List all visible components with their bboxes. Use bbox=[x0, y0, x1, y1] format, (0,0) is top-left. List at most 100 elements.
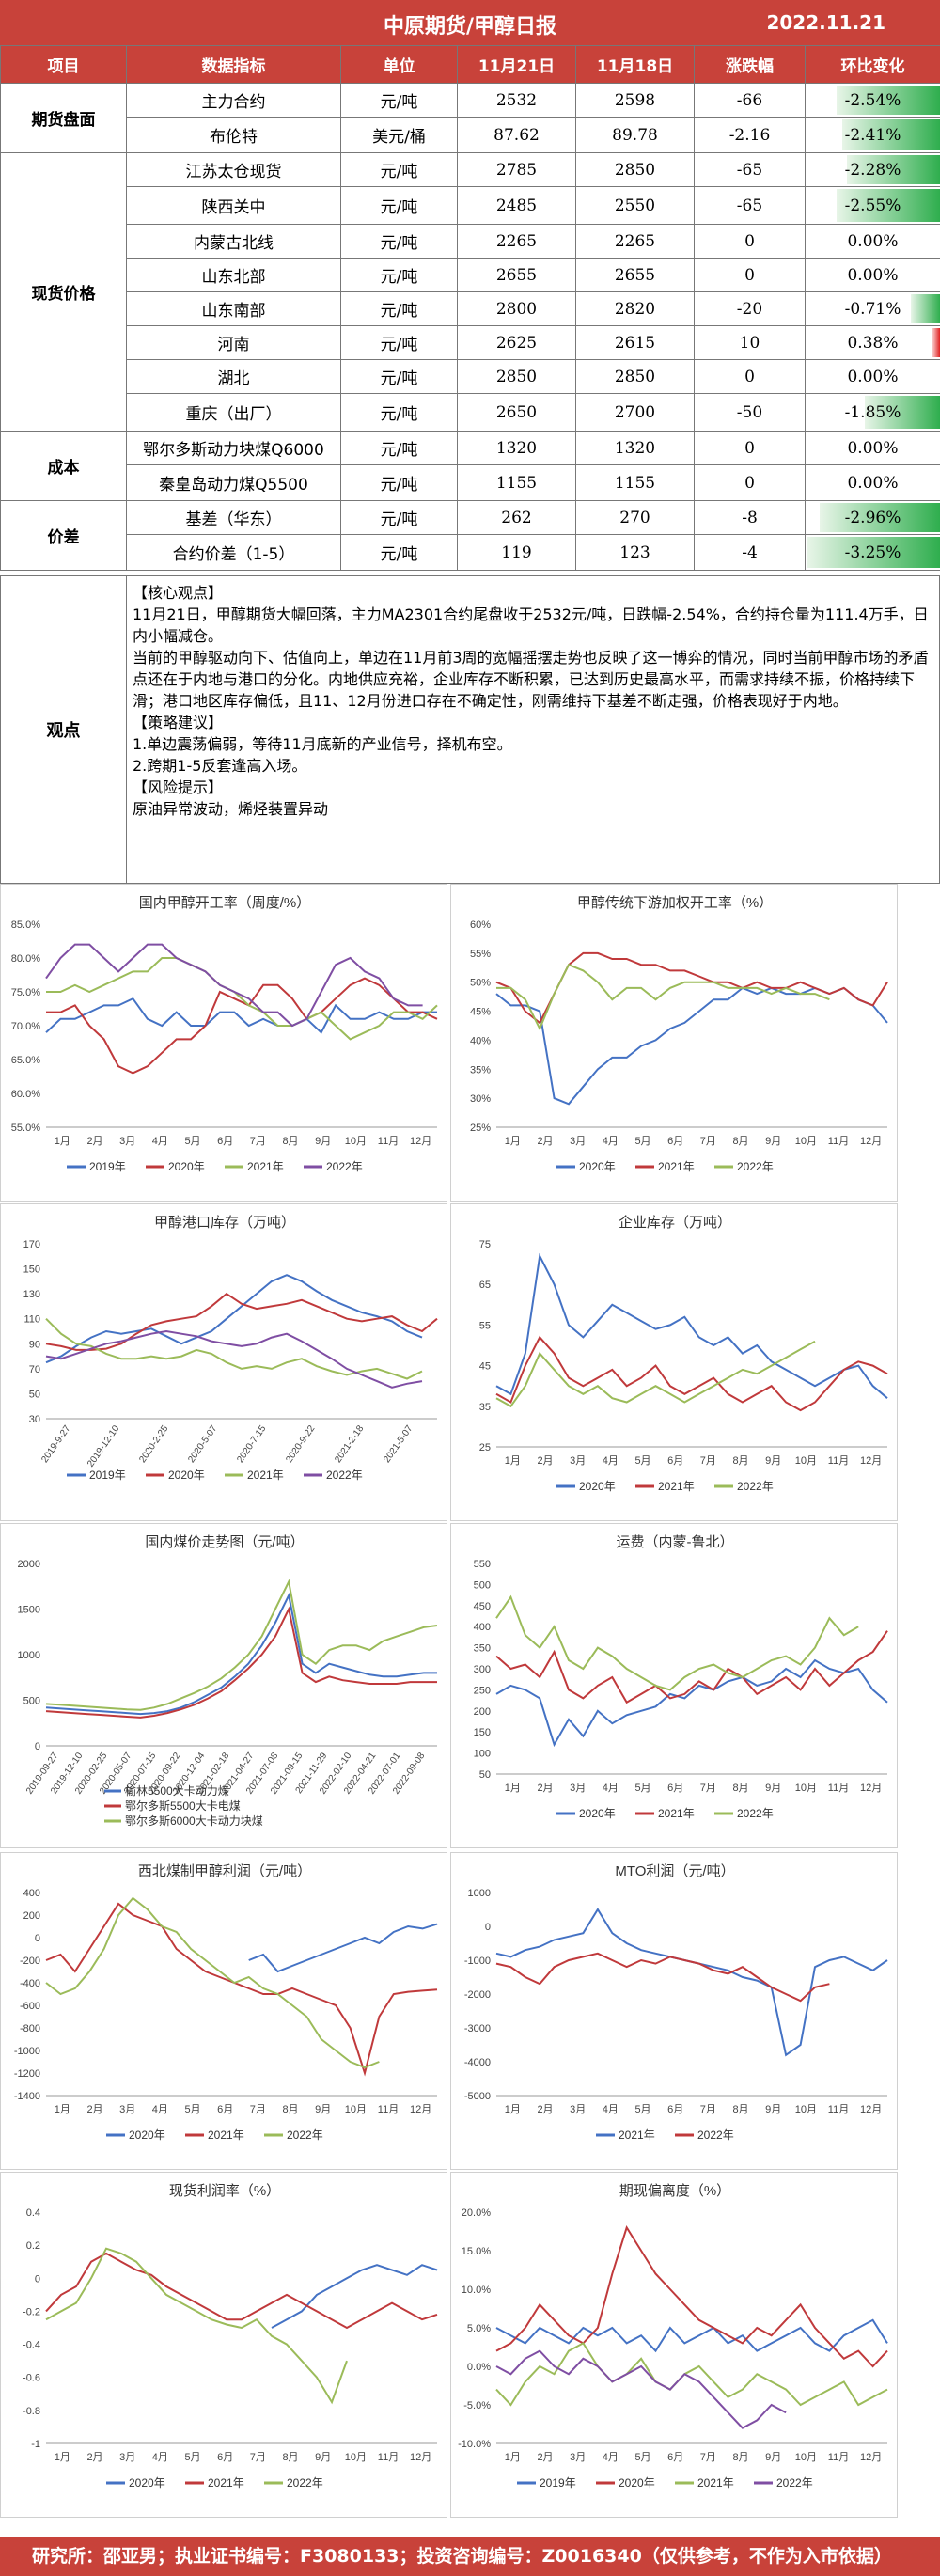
y-tick-label: 150 bbox=[474, 1727, 491, 1738]
series-line bbox=[495, 1952, 830, 2003]
table-row: 河南 元/吨 2625 2615 10 0.38% bbox=[1, 325, 940, 360]
chart-svg: 期现偏离度（%） -10.0% -5.0% 0.0% 5.0% 10.0% 15.0% 20.… bbox=[458, 2183, 888, 2490]
legend-label: 2019年 bbox=[540, 2476, 576, 2490]
series-line bbox=[45, 2247, 348, 2405]
series-line bbox=[495, 951, 888, 1025]
series-line bbox=[495, 2225, 888, 2368]
header-pct: 环比变化 bbox=[805, 45, 940, 84]
chart-title: 现货利润率（%） bbox=[169, 2183, 280, 2199]
y-tick-label: 55.0% bbox=[11, 1123, 40, 1134]
series-line bbox=[496, 963, 830, 1031]
y-tick-label: 50% bbox=[470, 978, 491, 989]
group-label: 成本 bbox=[0, 431, 127, 501]
chart-title: 国内甲醇开工率（周度/%） bbox=[139, 895, 311, 911]
x-tick-label: 1月 bbox=[505, 1783, 521, 1794]
series-line bbox=[45, 943, 423, 1028]
legend-label: 2022年 bbox=[697, 2128, 734, 2142]
y-tick-label: 550 bbox=[474, 1559, 491, 1570]
table-row: 内蒙古北线 元/吨 2265 2265 0 0.00% bbox=[1, 224, 940, 259]
value-previous: 89.78 bbox=[575, 117, 695, 153]
chart-svg: 国内甲醇开工率（周度/%） 55.0% 60.0% 65.0% 70.0% 75.0% 80… bbox=[11, 895, 438, 1173]
chart-panel: 甲醇传统下游加权开工率（%） 25% 30% 35% 40% 45% 50% 55% 60% 1月… bbox=[450, 884, 898, 1202]
negative-bar bbox=[911, 294, 940, 323]
y-tick-label: 400 bbox=[24, 1888, 40, 1899]
x-tick-label: 12月 bbox=[860, 1783, 882, 1794]
pct-change-value: -2.28% bbox=[844, 160, 901, 180]
y-tick-label: 130 bbox=[24, 1289, 40, 1300]
x-tick-label: 6月 bbox=[217, 2104, 233, 2115]
x-tick-label: 7月 bbox=[250, 1136, 266, 1147]
x-tick-label: 7月 bbox=[700, 1783, 716, 1794]
y-tick-label: -1000 bbox=[464, 1956, 491, 1967]
table-row: 现货价格 江苏太仓现货 元/吨 2785 2850 -65 -2.28% bbox=[0, 152, 940, 432]
series-line bbox=[45, 997, 437, 1034]
header-date2: 11月18日 bbox=[575, 45, 695, 84]
x-tick-label: 3月 bbox=[570, 2104, 586, 2115]
x-tick-label: 3月 bbox=[570, 1455, 586, 1467]
x-tick-label: 4月 bbox=[603, 1783, 619, 1794]
y-tick-label: 70.0% bbox=[11, 1021, 40, 1032]
x-tick-label: 2月 bbox=[86, 2104, 102, 2115]
x-tick-label: 2月 bbox=[86, 1136, 102, 1147]
pct-change-cell: -3.25% bbox=[805, 534, 940, 571]
value-previous: 123 bbox=[575, 534, 695, 571]
value-current: 2785 bbox=[457, 152, 576, 187]
unit-cell: 元/吨 bbox=[340, 534, 458, 571]
unit-cell: 元/吨 bbox=[340, 325, 458, 360]
view-line: 11月21日，甲醇期货大幅回落，主力MA2301合约尾盘收于2532元/吨，日跌… bbox=[133, 605, 929, 645]
x-tick-label: 3月 bbox=[119, 1136, 135, 1147]
chart-panel: MTO利润（元/吨） -5000 -4000 -3000 -2000 -1000 0 1000… bbox=[450, 1852, 898, 2170]
pct-change-value: 0.00% bbox=[847, 265, 899, 285]
value-current: 2650 bbox=[457, 393, 576, 432]
legend-label: 2022年 bbox=[287, 2128, 323, 2142]
view-label: 观点 bbox=[1, 576, 127, 883]
table-row: 湖北 元/吨 2850 2850 0 0.00% bbox=[1, 359, 940, 394]
x-tick-label: 2020-7-15 bbox=[235, 1423, 268, 1465]
unit-cell: 元/吨 bbox=[340, 464, 458, 501]
value-current: 87.62 bbox=[457, 117, 576, 153]
x-tick-label: 1月 bbox=[505, 1455, 521, 1467]
x-tick-label: 4月 bbox=[603, 2104, 619, 2115]
x-tick-label: 10月 bbox=[795, 1455, 817, 1467]
indicator-name: 秦皇岛动力煤Q5500 bbox=[126, 464, 341, 501]
legend-label: 2020年 bbox=[579, 1480, 616, 1493]
y-tick-label: 1000 bbox=[468, 1888, 491, 1899]
group-label: 价差 bbox=[0, 500, 127, 571]
chart-title: 甲醇港口库存（万吨） bbox=[154, 1215, 295, 1231]
series-line bbox=[495, 986, 888, 1106]
y-tick-label: 45 bbox=[479, 1361, 491, 1373]
chart-title: 西北煤制甲醇利润（元/吨） bbox=[138, 1863, 311, 1879]
x-tick-label: 6月 bbox=[667, 1455, 683, 1467]
y-tick-label: -1000 bbox=[14, 2046, 40, 2057]
y-tick-label: 110 bbox=[24, 1314, 40, 1326]
chart-title: 运费（内蒙-鲁北） bbox=[617, 1534, 734, 1550]
y-tick-label: 10.0% bbox=[462, 2285, 491, 2296]
series-line bbox=[45, 1592, 437, 1716]
x-tick-label: 11月 bbox=[828, 2104, 849, 2115]
legend-label: 2021年 bbox=[619, 2128, 655, 2142]
y-tick-label: 170 bbox=[24, 1239, 40, 1250]
y-tick-label: 80.0% bbox=[11, 953, 40, 965]
y-tick-label: 0 bbox=[485, 1922, 491, 1933]
chart-panel: 现货利润率（%） -1 -0.8 -0.6 -0.4 -0.2 0 0.2 0.4 1月 2月 3月 4… bbox=[0, 2172, 447, 2518]
x-tick-label: 3月 bbox=[570, 1783, 586, 1794]
indicator-name: 陕西关中 bbox=[126, 186, 341, 225]
pct-change-value: -0.71% bbox=[844, 299, 901, 319]
y-tick-label: -5000 bbox=[464, 2091, 491, 2102]
x-tick-label: 7月 bbox=[700, 2104, 716, 2115]
x-tick-label: 8月 bbox=[732, 2452, 748, 2463]
pct-change-cell: -2.28% bbox=[805, 152, 940, 187]
chart-title: 甲醇传统下游加权开工率（%） bbox=[577, 895, 773, 911]
series-line bbox=[45, 1902, 438, 2077]
value-diff: 0 bbox=[694, 464, 806, 501]
pct-change-cell: 0.00% bbox=[805, 431, 940, 465]
x-tick-label: 5月 bbox=[184, 1136, 200, 1147]
x-tick-label: 11月 bbox=[828, 1783, 849, 1794]
value-diff: 0 bbox=[694, 359, 806, 394]
x-tick-label: 11月 bbox=[378, 2104, 399, 2115]
indicator-name: 湖北 bbox=[126, 359, 341, 394]
x-tick-label: 12月 bbox=[860, 1455, 882, 1467]
series-line bbox=[45, 2252, 438, 2330]
value-previous: 1155 bbox=[575, 464, 695, 501]
y-tick-label: 35% bbox=[470, 1064, 491, 1076]
